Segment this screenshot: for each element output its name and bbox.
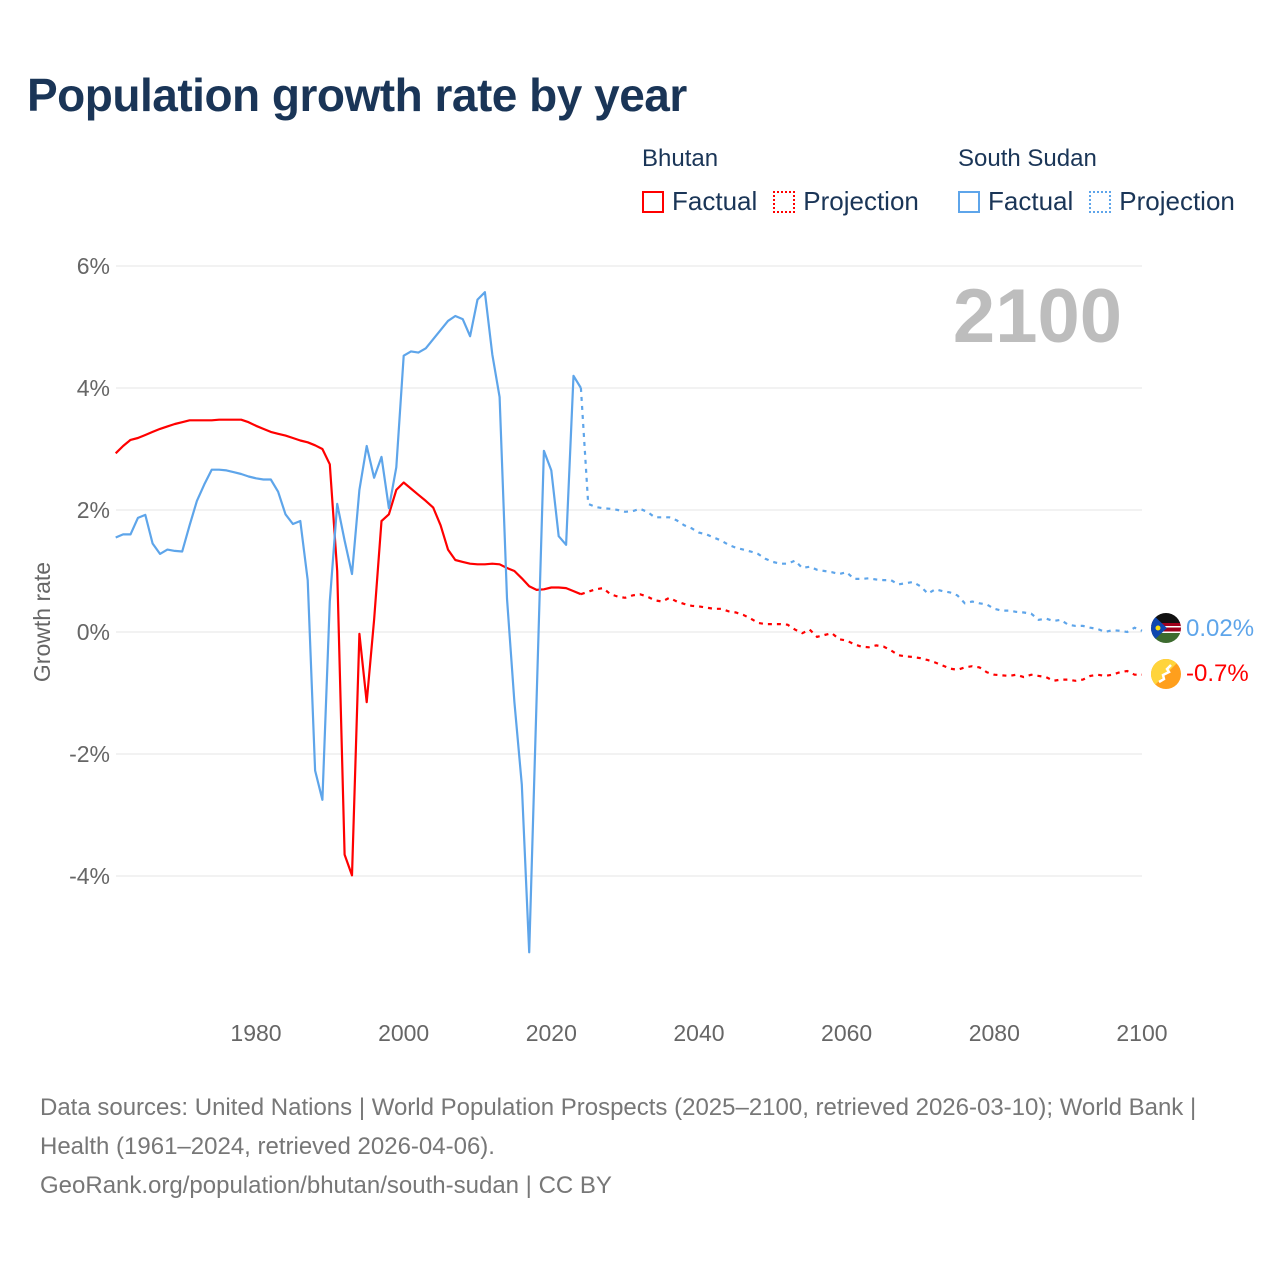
year-watermark: 2100 [953, 274, 1122, 359]
legend-group-bhutan: Bhutan [642, 145, 719, 172]
legend-item-south-sudan-factual[interactable]: Factual [958, 186, 1073, 217]
y-tick-label: 2% [77, 497, 110, 523]
x-tick-label: 2020 [526, 1020, 577, 1046]
x-tick-label: 2040 [673, 1020, 724, 1046]
legend-south-sudan: Factual Projection [958, 186, 1251, 217]
legend-label: Projection [803, 186, 919, 216]
legend-item-bhutan-projection[interactable]: Projection [773, 186, 919, 217]
x-tick-label: 1980 [230, 1020, 281, 1046]
y-tick-label: -4% [69, 863, 110, 889]
data-sources: Data sources: United Nations | World Pop… [40, 1094, 1197, 1160]
x-tick-label: 2080 [969, 1020, 1020, 1046]
south-sudan-flag-icon [1151, 613, 1181, 643]
legend-label: Projection [1119, 186, 1235, 216]
bhutan-flag-icon [1151, 659, 1181, 689]
legend-swatch-solid [642, 190, 664, 213]
legend-item-bhutan-factual[interactable]: Factual [642, 186, 757, 217]
south-sudan-end-label: 0.02% [1186, 615, 1254, 642]
legend-swatch-solid [958, 190, 980, 213]
x-tick-label: 2100 [1116, 1020, 1167, 1046]
legend-swatch-dotted [1089, 190, 1112, 213]
credit-link[interactable]: GeoRank.org/population/bhutan/south-suda… [40, 1172, 612, 1199]
y-axis-label: Growth rate [29, 562, 55, 682]
x-tick-label: 2060 [821, 1020, 872, 1046]
bhutan-factual-line [114, 418, 582, 877]
legend-item-south-sudan-projection[interactable]: Projection [1089, 186, 1235, 217]
footer: Data sources: United Nations | World Pop… [40, 1088, 1240, 1205]
y-tick-label: 0% [77, 619, 110, 645]
legend-swatch-dotted [773, 190, 796, 213]
bhutan-projection-line [580, 586, 1142, 682]
legend-label: Factual [672, 186, 758, 216]
y-tick-label: 4% [77, 375, 110, 401]
chart-title: Population growth rate by year [27, 69, 687, 121]
south-sudan-projection-line [579, 387, 1143, 634]
y-tick-label: -2% [69, 741, 110, 767]
y-tick-label: 6% [77, 253, 110, 279]
legend-group-south-sudan: South Sudan [958, 145, 1097, 172]
bhutan-end-label: -0.7% [1186, 660, 1249, 687]
x-tick-label: 2000 [378, 1020, 429, 1046]
legend-bhutan: Factual Projection [642, 186, 935, 217]
south-sudan-factual-line [115, 291, 582, 954]
legend-label: Factual [988, 186, 1074, 216]
